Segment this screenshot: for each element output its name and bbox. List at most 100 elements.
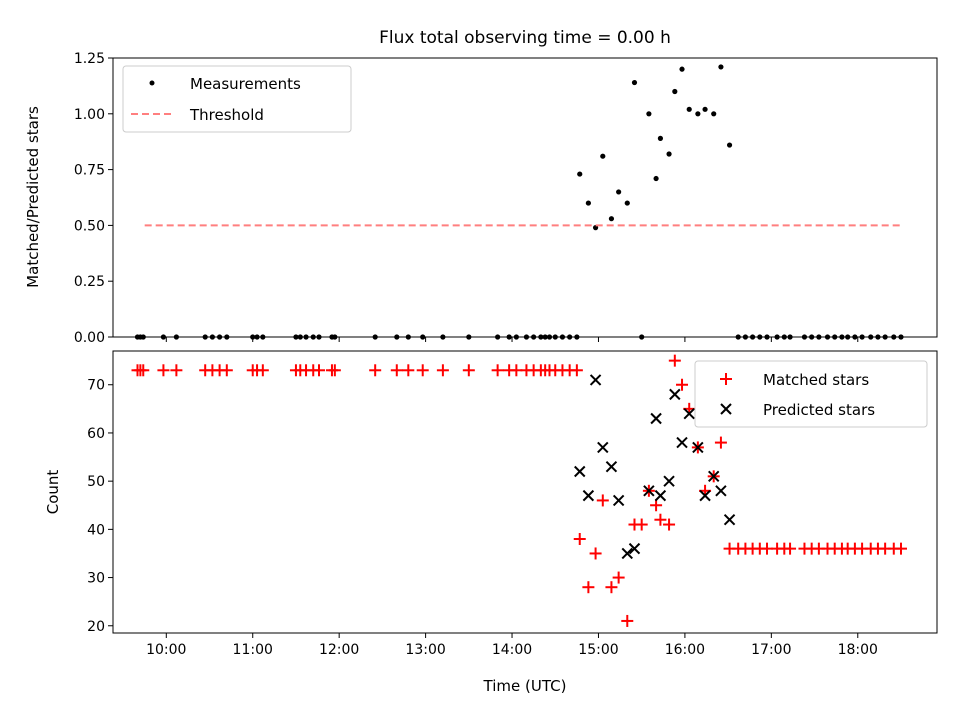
y-tick-label: 60 — [87, 426, 105, 442]
predicted-star-point — [699, 489, 711, 502]
x-tick-label: 17:00 — [751, 642, 791, 658]
measurement-point — [686, 106, 692, 112]
matched-star-point — [582, 581, 595, 594]
measurement-point — [702, 106, 708, 112]
measurement-point — [624, 200, 630, 206]
measurement-point — [679, 66, 685, 72]
matched-star-point — [313, 364, 325, 377]
y-tick-label: 1.25 — [74, 51, 105, 67]
predicted-star-point — [582, 489, 595, 502]
predicted-star-point — [650, 412, 662, 425]
matched-star-point — [635, 518, 648, 531]
matched-star-point — [137, 364, 150, 377]
legend-predicted-marker — [720, 403, 732, 415]
top-chart-title: Flux total observing time = 0.00 h — [379, 28, 671, 48]
matched-star-point — [462, 364, 475, 377]
predicted-star-point — [643, 485, 655, 497]
y-tick-label: 20 — [87, 619, 105, 635]
measurement-point — [646, 111, 652, 117]
matched-star-point — [402, 364, 415, 377]
y-tick-label: 0.00 — [74, 330, 105, 346]
predicted-star-point — [654, 489, 667, 502]
measurement-point — [631, 79, 638, 86]
predicted-star-point — [628, 542, 641, 555]
measurement-point — [657, 135, 664, 141]
bottom-legend: Matched stars Predicted stars — [694, 360, 928, 428]
legend-measurements-label: Measurements — [190, 75, 301, 93]
measurement-point — [653, 175, 659, 182]
bottom-x-ticks: 10:00 11:00 12:00 13:00 14:00 15:00 16:00 17:00… — [146, 633, 878, 658]
matched-star-point — [612, 571, 625, 584]
matched-star-point — [491, 364, 504, 377]
x-tick-label: 13:00 — [405, 642, 445, 658]
legend-threshold-label: Threshold — [189, 106, 264, 124]
predicted-star-point — [605, 460, 618, 473]
y-tick-label: 1.00 — [74, 107, 105, 123]
matched-star-point — [784, 542, 797, 555]
top-legend-box — [122, 65, 352, 133]
predicted-star-point — [683, 407, 695, 420]
x-tick-label: 15:00 — [578, 642, 618, 658]
y-tick-label: 50 — [87, 474, 105, 490]
y-tick-label: 0.25 — [74, 274, 105, 290]
measurement-point — [726, 142, 733, 148]
matched-star-point — [605, 581, 618, 594]
measurement-point — [718, 64, 724, 70]
matched-star-point — [894, 542, 907, 555]
matched-star-point — [436, 364, 449, 377]
y-tick-label: 70 — [87, 378, 105, 394]
top-panel: Flux total observing time = 0.00 h Match… — [24, 28, 938, 346]
predicted-star-point — [612, 494, 625, 507]
matched-star-point — [369, 364, 382, 377]
top-plot-area — [134, 64, 904, 340]
matched-star-point — [589, 547, 602, 560]
bottom-y-ticks: 20 30 40 50 60 70 — [87, 378, 113, 635]
matched-star-point — [714, 436, 727, 449]
matched-star-point — [256, 364, 269, 377]
matched-star-point — [596, 494, 609, 507]
legend-measurements-marker — [149, 80, 155, 86]
bottom-x-axis-label: Time (UTC) — [483, 677, 567, 695]
matched-star-point — [654, 513, 667, 526]
matched-star-point — [761, 542, 774, 555]
legend-matched-label: Matched stars — [763, 371, 869, 389]
bottom-axes-frame — [112, 350, 938, 634]
x-tick-label: 14:00 — [492, 642, 532, 658]
matched-star-point — [570, 364, 583, 377]
measurement-point — [577, 171, 583, 177]
measurement-point — [616, 189, 622, 195]
matched-star-point — [668, 354, 681, 367]
matched-star-point — [328, 364, 341, 377]
bottom-y-axis-label: Count — [44, 470, 62, 515]
top-y-axis-label: Matched/Predicted stars — [24, 106, 42, 288]
measurement-point — [695, 111, 701, 117]
y-tick-label: 30 — [87, 571, 105, 587]
measurement-point — [711, 111, 717, 117]
matched-star-point — [220, 364, 233, 377]
matched-star-point — [157, 364, 170, 377]
measurement-point — [585, 200, 591, 206]
matched-star-point — [621, 614, 634, 627]
bottom-plot-area — [131, 354, 907, 627]
matched-star-point — [676, 378, 689, 391]
measurement-point — [600, 153, 606, 159]
bottom-panel: Count Time (UTC) 20 30 40 50 60 70 10:00 11:00… — [44, 350, 938, 695]
matched-star-point — [573, 533, 586, 545]
predicted-star-point — [723, 514, 736, 526]
top-y-ticks: 0.00 0.25 0.50 0.75 1.00 1.25 — [74, 51, 113, 346]
predicted-star-point — [597, 441, 609, 454]
top-x-ticks — [165, 337, 859, 342]
predicted-star-point — [669, 388, 681, 401]
bottom-legend-box — [694, 360, 928, 428]
measurement-point — [672, 88, 678, 95]
x-tick-label: 18:00 — [838, 642, 878, 658]
matched-star-point — [390, 364, 403, 377]
measurement-point — [666, 151, 672, 157]
predicted-star-point — [574, 465, 586, 478]
x-tick-label: 16:00 — [665, 642, 705, 658]
legend-predicted-label: Predicted stars — [763, 401, 875, 419]
predicted-star-point — [589, 374, 602, 386]
matched-star-point — [663, 518, 676, 531]
matched-star-point — [416, 364, 429, 377]
